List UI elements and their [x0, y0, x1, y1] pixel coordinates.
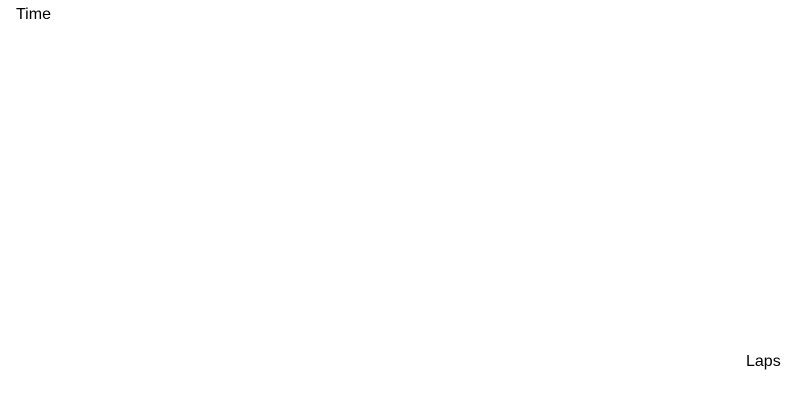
x-axis-title: Laps	[746, 353, 781, 370]
y-axis-title: Time	[16, 6, 51, 23]
